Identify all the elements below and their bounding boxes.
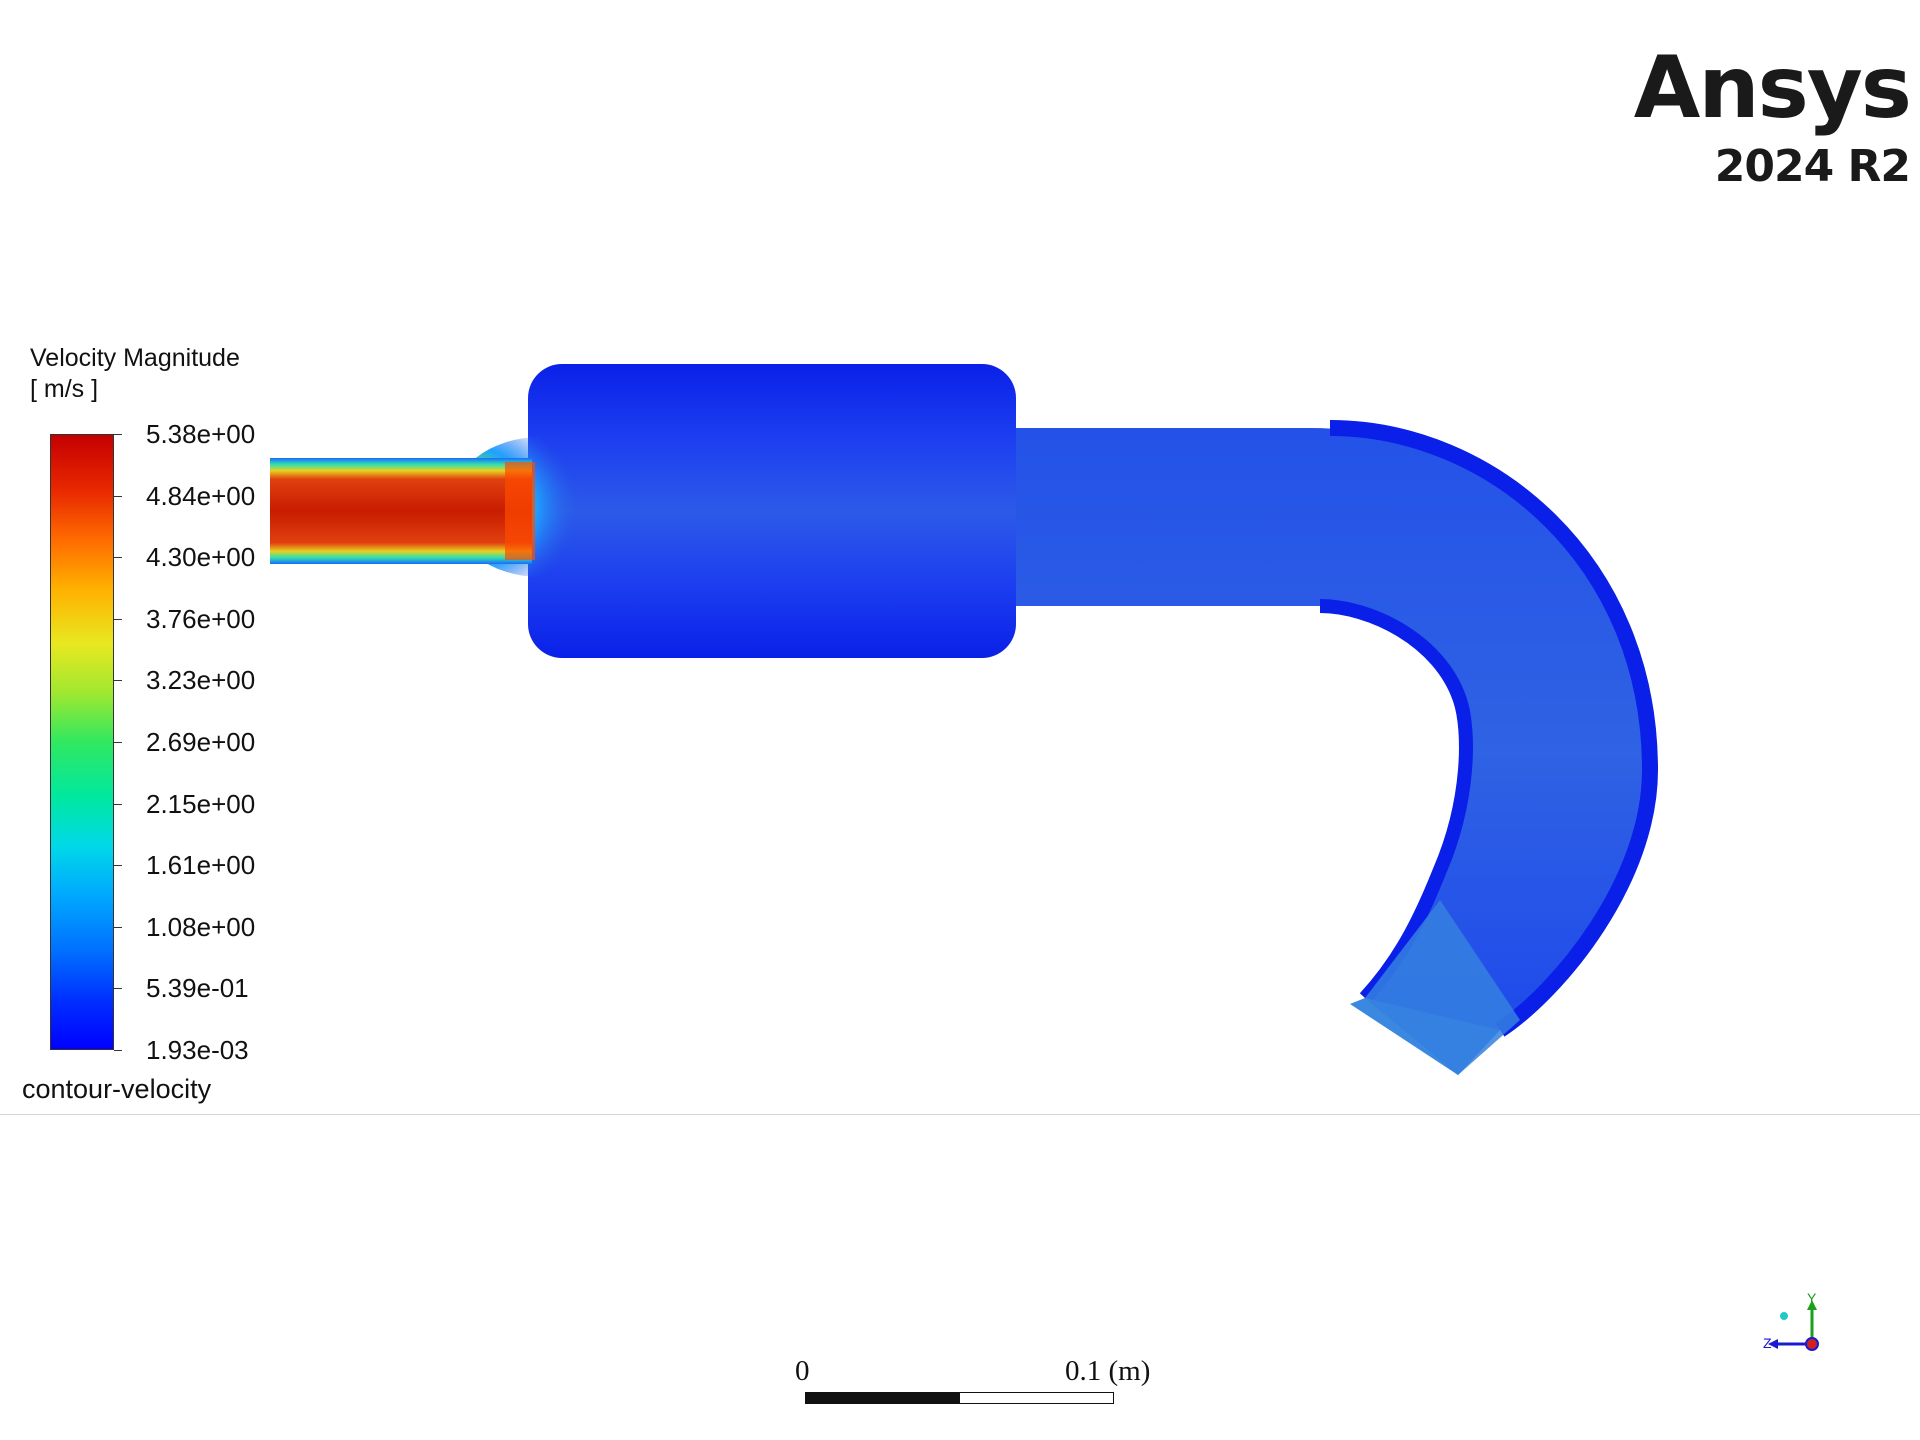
color-bar-tick	[114, 557, 122, 559]
color-bar-tick	[114, 926, 122, 928]
bend-inner-wall	[1319, 599, 1473, 1003]
logo-wordmark: Ansys	[1633, 38, 1912, 138]
color-bar-tick-label: 4.84e+00	[146, 480, 256, 511]
color-bar-tick	[114, 618, 122, 620]
logo-version: 2024 R2	[1714, 141, 1911, 192]
legend-contour-name: contour-velocity	[22, 1074, 212, 1104]
color-bar-tick-label: 3.76e+00	[146, 603, 256, 634]
color-bar	[50, 434, 114, 1050]
inlet-exit-glow	[505, 462, 535, 560]
color-bar-tick-label: 2.15e+00	[146, 788, 256, 819]
color-bar-tick-label: 4.30e+00	[146, 542, 256, 573]
outlet-section	[1365, 900, 1520, 1075]
axis-triad-icon[interactable]	[1760, 1290, 1840, 1370]
bend-outer-wall	[1329, 420, 1659, 1037]
color-bar-tick	[114, 434, 122, 435]
color-bar-tick-label: 1.08e+00	[146, 911, 256, 942]
legend-title-block: Velocity Magnitude [ m/s ]	[30, 343, 240, 405]
triad-z-label: Z	[1763, 1335, 1772, 1351]
color-bar-tick	[114, 680, 122, 682]
color-bar-tick	[114, 803, 122, 805]
color-bar-tick-label: 5.39e-01	[146, 973, 249, 1004]
color-bar-tick-label: 1.93e-03	[146, 1035, 249, 1065]
color-bar-tick	[114, 495, 122, 497]
outlet-pipe	[1010, 428, 1650, 1075]
color-bar-tick	[114, 1050, 122, 1051]
inlet-pipe	[270, 458, 532, 564]
color-bar-tick-label: 2.69e+00	[146, 727, 256, 757]
scale-bar-end-label: 0.1 (m)	[1065, 1355, 1151, 1387]
legend-unit: [ m/s ]	[30, 375, 99, 403]
triad-y-label: Y	[1807, 1290, 1817, 1306]
color-bar-tick-label: 1.61e+00	[146, 850, 256, 881]
scale-bar	[805, 1392, 1114, 1404]
color-bar-tick-label: 5.38e+00	[146, 419, 256, 449]
legend-title: Velocity Magnitude	[30, 344, 240, 372]
viewport-divider	[0, 1114, 1920, 1115]
ansys-logo: Ansys 2024 R2	[1630, 38, 1912, 192]
scale-bar-start-label: 0	[795, 1355, 810, 1387]
color-bar-tick-label: 3.23e+00	[146, 665, 256, 696]
expansion-chamber	[528, 364, 1016, 658]
scale-bar-fill	[806, 1393, 960, 1403]
color-bar-tick	[114, 742, 122, 743]
color-bar-tick	[114, 988, 122, 990]
color-bar-tick	[114, 865, 122, 867]
